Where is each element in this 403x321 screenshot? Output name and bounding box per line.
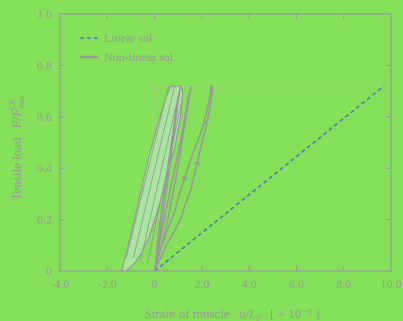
series-linear (154, 85, 385, 272)
hysteresis-band-line-1 (132, 85, 176, 259)
series-lines (153, 83, 385, 272)
y-axis-label-math-sub: max (17, 95, 26, 109)
hysteresis-band-line-0 (125, 85, 170, 259)
y-axis-label-text: Tensile load (9, 137, 24, 200)
x-axis-label-unit: [ × 10⁻³ ] (270, 306, 320, 321)
series-nonlinear-arrow-2 (182, 176, 188, 183)
plot-axes (59, 13, 392, 272)
y-tick-label-4: 0.8 (37, 58, 52, 72)
x-axis-label-math: u/L (239, 306, 256, 321)
x-axis-label: Strain of muscle u/L0 [ × 10⁻³ ] (144, 306, 319, 321)
x-tick-label-5: 6.0 (289, 277, 304, 291)
series-nonlinear-arrow-0 (194, 159, 200, 166)
y-tick-label-0: 0 (46, 264, 52, 278)
hysteresis-band-line-3 (147, 101, 183, 264)
legend-label-nonlinear: Non-linear sol. (104, 50, 176, 64)
hysteresis-band (120, 85, 184, 272)
series-nonlinear-loop-1 (153, 85, 192, 272)
legend: Linear sol. Non-linear sol. (80, 31, 176, 64)
legend-label-linear: Linear sol. (104, 31, 155, 45)
x-axis-label-text: Strain of muscle (144, 306, 229, 321)
tick-labels: -4.0 -2.0 0 2.0 4.0 6.0 8.0 10.0 0 0.2 0.4 0.6 0.8 1.… (37, 7, 402, 291)
x-axis-label-math-sub: 0 (256, 313, 261, 321)
y-axis-label-math-sup: CE (8, 99, 17, 109)
hysteresis-band-line-2 (139, 90, 180, 261)
x-tick-label-6: 8.0 (336, 277, 351, 291)
svg-text:Tensile load F/FmaxCE: Tensile load F/FmaxCE (8, 95, 26, 201)
series-nonlinear-loop-0 (153, 83, 214, 272)
x-tick-label-7: 10.0 (381, 277, 402, 291)
x-tick-label-3: 2.0 (194, 277, 209, 291)
y-tick-label-2: 0.4 (37, 161, 52, 175)
y-tick-label-1: 0.2 (37, 213, 52, 227)
x-tick-label-4: 4.0 (242, 277, 257, 291)
series-nonlinear-loop-2 (153, 85, 182, 272)
y-tick-label-3: 0.6 (37, 110, 52, 124)
y-axis-label: Tensile load F/FmaxCE (8, 95, 26, 201)
y-axis-label-math: F/F (9, 108, 24, 130)
series-nonlinear-arrow-1 (201, 120, 208, 127)
x-tick-label-0: -4.0 (51, 277, 70, 291)
x-tick-label-2: 0 (152, 277, 158, 291)
x-tick-label-1: -2.0 (98, 277, 117, 291)
plot-frame (59, 13, 392, 272)
y-tick-label-5: 1.0 (37, 7, 52, 21)
